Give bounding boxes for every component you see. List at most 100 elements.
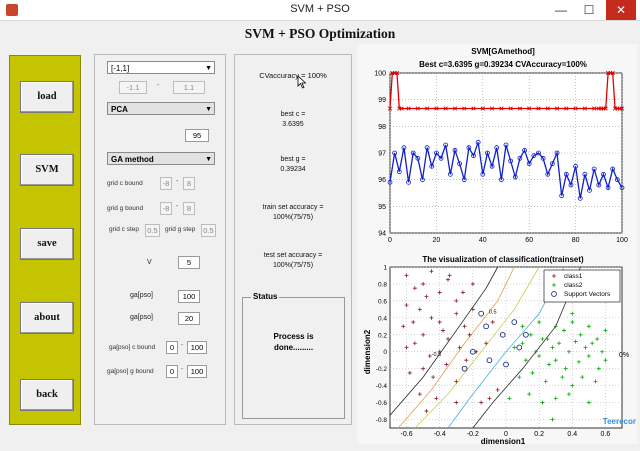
method-select[interactable]: GA method ▼	[107, 152, 215, 165]
save-button[interactable]: save	[20, 228, 74, 260]
chart2-point	[520, 324, 525, 329]
chart2-point	[490, 320, 495, 325]
chart2-point	[464, 358, 469, 363]
range-dash: -	[157, 82, 160, 89]
chart2-point	[557, 341, 562, 346]
reduction-value-field[interactable]: 95	[185, 129, 209, 142]
chart1-ytick-label: 98	[378, 124, 386, 131]
chart1-point	[610, 166, 616, 172]
chart1-point	[527, 106, 532, 111]
grid-c-low-field[interactable]: -8	[160, 177, 172, 190]
maximize-button[interactable]: ☐	[583, 3, 595, 17]
chart1-point	[466, 145, 472, 151]
ga-field-2[interactable]: 20	[178, 312, 200, 325]
chart2-point	[427, 353, 432, 358]
chart2-contour-label: 0.5	[489, 310, 497, 316]
chart2-point	[412, 286, 417, 291]
chart2-legend-marker	[552, 283, 556, 287]
chart2-point	[454, 379, 459, 384]
ga-g-low-field[interactable]: 0	[166, 365, 178, 378]
chart1-point	[512, 174, 518, 180]
chart2-point	[470, 307, 475, 312]
chart2-point	[417, 307, 422, 312]
v-field[interactable]: 5	[178, 256, 200, 269]
test-accuracy-label: test set accuracy =	[263, 252, 323, 259]
chart2-point	[570, 311, 575, 316]
grid-g-low-field[interactable]: -8	[160, 202, 172, 215]
chart2-ytick-label: 0.8	[378, 281, 387, 288]
chart1-ytick-label: 95	[378, 204, 386, 211]
range-high-field[interactable]: 1.1	[173, 81, 205, 94]
chart2-ytick-label: -0.8	[376, 417, 388, 424]
matlab-icon	[6, 4, 18, 16]
chart2-support-vector	[486, 357, 493, 364]
chart2-point	[553, 358, 558, 363]
chart2-point	[484, 341, 489, 346]
chart1-xtick-label: 0	[388, 237, 392, 244]
ga-c-low-field[interactable]: 0	[166, 341, 178, 354]
chevron-down-icon: ▼	[205, 65, 212, 72]
grid-g-high-field[interactable]: 8	[183, 202, 195, 215]
chart1-point	[601, 171, 606, 177]
classification-chart: The visualization of classification(trai…	[363, 255, 623, 446]
chart2-point	[533, 349, 538, 354]
chart1-point	[406, 106, 411, 111]
chart1-point	[610, 70, 615, 76]
chart2-ytick-label: 1	[383, 265, 387, 272]
ga-c-high-field[interactable]: 100	[187, 341, 207, 354]
chart1-point	[471, 153, 476, 159]
chart1-point	[406, 179, 411, 185]
chart2-point	[401, 324, 406, 329]
ga-g-high-field[interactable]: 100	[187, 365, 207, 378]
close-button[interactable]: ✕	[606, 0, 636, 20]
chart2-point	[424, 409, 429, 414]
chart2-support-vector	[523, 331, 529, 338]
test-accuracy-value: 100%(75/75)	[272, 262, 314, 269]
chart2-point	[417, 392, 422, 397]
chart1-point	[499, 106, 504, 111]
ga-field-1[interactable]: 100	[178, 290, 200, 303]
range-low-field[interactable]: -1.1	[119, 81, 147, 94]
chart1-point	[545, 106, 550, 111]
chart2-xtick-label: 0.2	[534, 431, 544, 438]
chart2-point	[404, 303, 409, 308]
load-button[interactable]: load	[20, 81, 74, 113]
chart1-point	[457, 161, 462, 167]
chart2-point	[424, 294, 429, 299]
chart1-title: SVM[GAmethod]	[471, 47, 535, 56]
reduction-select[interactable]: PCA ▼	[107, 102, 215, 115]
chart1-ytick-label: 96	[378, 177, 386, 184]
chart1-point	[517, 155, 523, 161]
chart1-point	[480, 106, 485, 111]
ga-label-1: ga[pso]	[130, 292, 153, 299]
grid-c-step-field[interactable]: 0.5	[145, 224, 160, 237]
chart2-support-vector	[499, 331, 506, 338]
method-select-value: GA method	[111, 155, 154, 164]
grid-c-high-field[interactable]: 8	[183, 177, 195, 190]
chart2-point	[580, 375, 585, 380]
watermark-text: Teerecor	[602, 417, 636, 426]
back-button[interactable]: back	[20, 379, 74, 411]
chart1-point	[536, 150, 541, 156]
svm-button[interactable]: SVM	[20, 154, 74, 186]
chart1-point	[549, 161, 555, 167]
minimize-button[interactable]: —	[555, 3, 567, 17]
chart2-contour	[414, 266, 540, 429]
chart2-point	[603, 358, 608, 363]
chart2-point	[517, 375, 522, 380]
chart1-point	[396, 169, 402, 175]
about-button[interactable]: about	[20, 302, 74, 334]
grid-g-step-field[interactable]: 0.5	[201, 224, 216, 237]
chart1-point	[536, 106, 541, 111]
chart2-contour	[472, 266, 581, 429]
status-header: Status	[251, 292, 280, 301]
chart1-point	[582, 171, 588, 177]
chart1-point	[554, 150, 560, 156]
chart2-point	[586, 324, 591, 329]
range-select[interactable]: [-1,1] ▼	[107, 61, 215, 74]
chart2-point	[570, 383, 575, 388]
chart1-plot-area	[389, 72, 623, 234]
chart2-point	[530, 370, 535, 375]
chart2-point	[457, 345, 462, 350]
chart2-point	[412, 341, 417, 346]
